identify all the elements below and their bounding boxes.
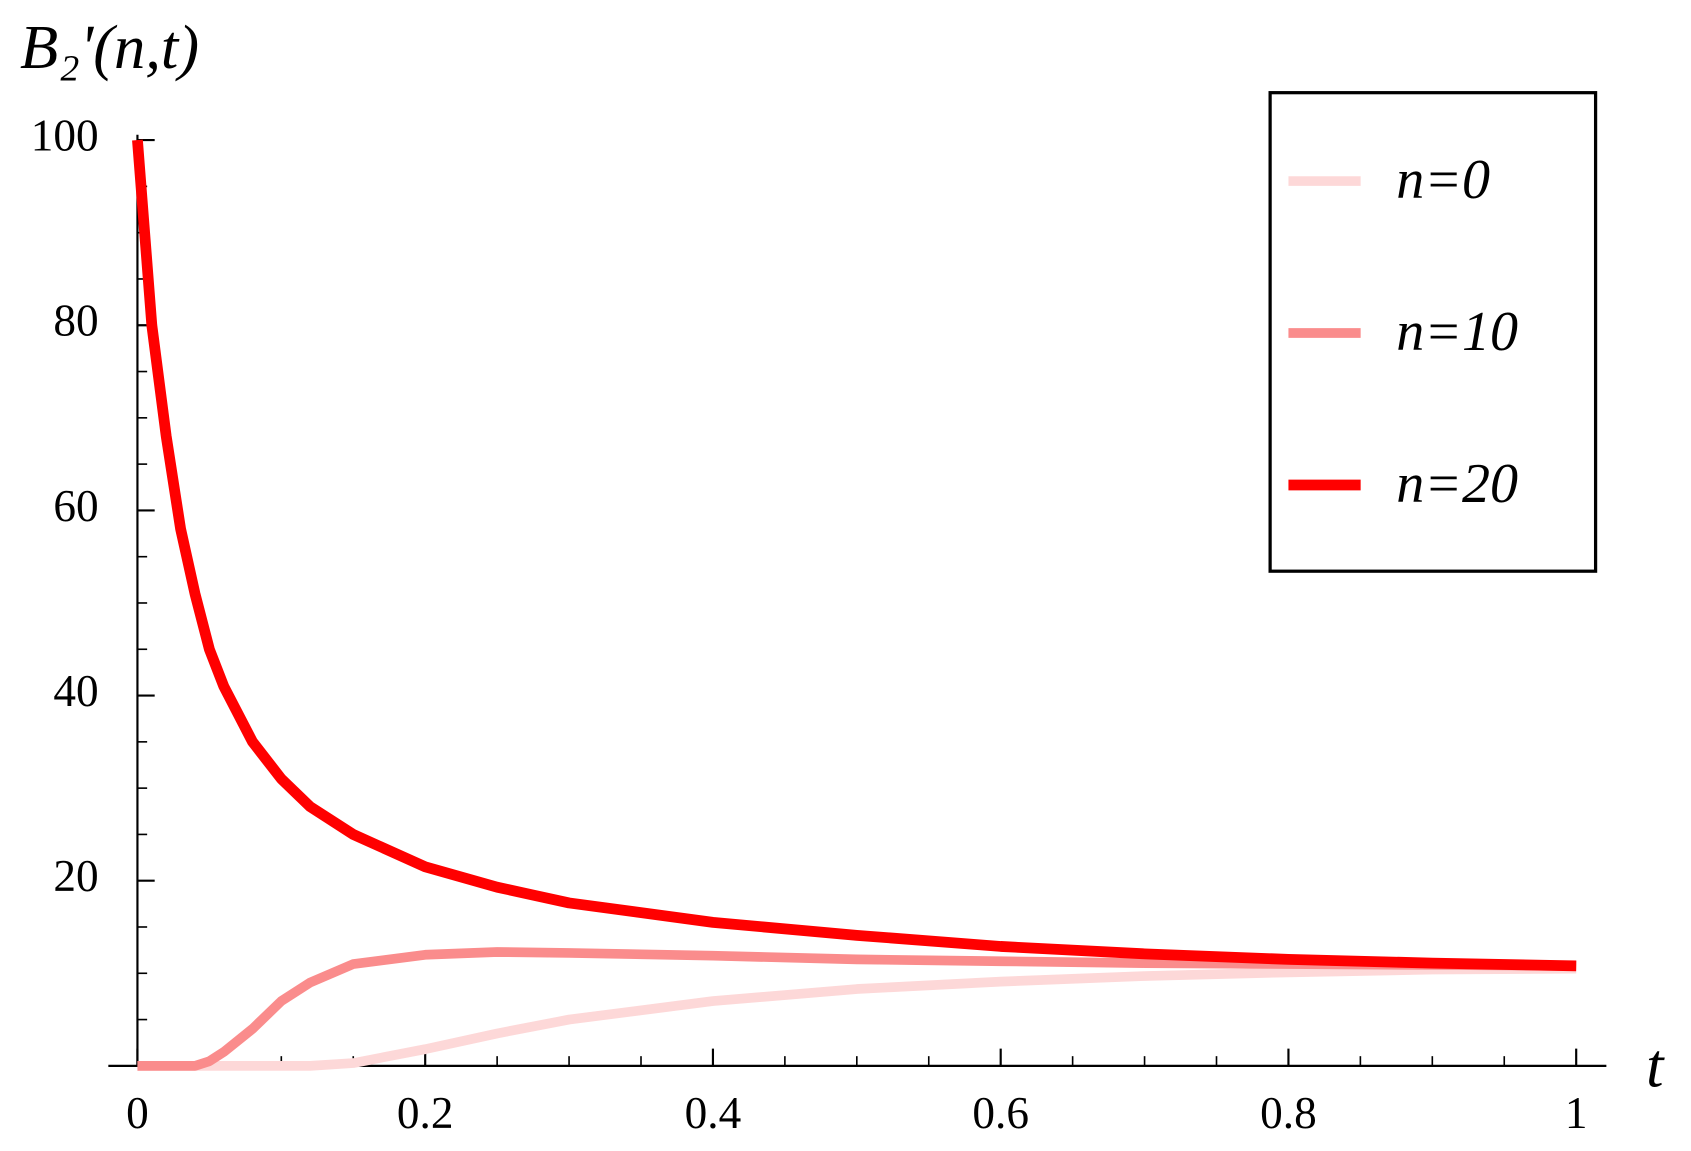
legend: n=0 n=10 n=20	[1268, 91, 1598, 573]
y-tick-label: 80	[53, 296, 98, 346]
y-tick-label: 100	[31, 110, 99, 160]
x-tick-label: 0.8	[1260, 1088, 1317, 1138]
x-tick-label: 1	[1565, 1088, 1588, 1138]
x-tick-label: 0.2	[397, 1088, 454, 1138]
y-tick-label: 60	[53, 481, 98, 531]
x-tick-label: 0.6	[972, 1088, 1029, 1138]
x-tick-label: 0	[126, 1088, 149, 1138]
legend-label: n=10	[1396, 301, 1518, 363]
y-tick-label: 40	[53, 666, 98, 716]
line-series	[132, 139, 1577, 972]
x-axis-label: t	[1646, 1031, 1665, 1101]
line-series	[137, 947, 1577, 1071]
x-tick-label: 0.4	[685, 1088, 742, 1138]
y-tick-label: 20	[53, 851, 98, 901]
legend-label: n=0	[1396, 149, 1490, 211]
line-series	[137, 963, 1577, 1071]
y-axis-label: B₂'(n,t)	[20, 12, 199, 82]
legend-label: n=20	[1396, 453, 1518, 515]
